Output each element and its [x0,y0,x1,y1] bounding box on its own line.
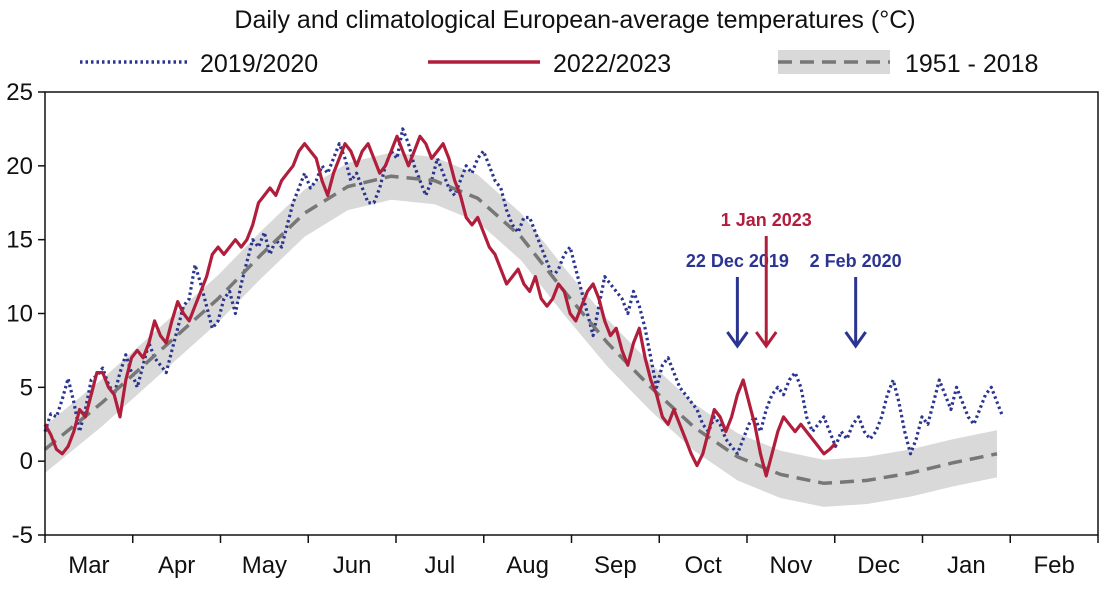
y-tick-label: -5 [12,522,33,549]
month-label-dec: Dec [857,552,900,579]
month-label-jul: Jul [425,552,456,579]
month-label-apr: Apr [158,552,195,579]
series-line-2019-2020 [43,127,1005,456]
y-tick-label: 25 [6,79,33,106]
annotation-arrow-head [844,331,867,349]
month-label-oct: Oct [684,552,722,579]
month-label-aug: Aug [506,552,549,579]
annotation-arrow-head [755,331,778,349]
annotation-arrow-head [726,331,749,349]
legend-label-2019-2020: 2019/2020 [200,50,318,78]
series-line-2022-2023 [43,134,837,478]
legend: 2019/2020 2022/2023 1951 - 2018 [80,50,1038,78]
annotation-label: 22 Dec 2019 [686,251,789,271]
month-label-feb: Feb [1033,552,1074,579]
y-tick-label: 0 [20,448,33,475]
chart-title: Daily and climatological European-averag… [234,6,915,34]
month-label-jan: Jan [947,552,986,579]
annotation-label: 1 Jan 2023 [721,210,812,230]
y-tick-label: 10 [6,301,33,328]
axes: -5 0 5 10 15 20 25 Mar Apr May Jun Jul Aug Sep Oct Nov D… [6,79,1099,579]
series-line-1951-2018 [43,174,998,486]
climatology-band [45,152,997,507]
legend-label-1951-2018: 1951 - 2018 [905,50,1038,78]
annotation-label: 2 Feb 2020 [810,251,902,271]
month-label-mar: Mar [68,552,109,579]
month-label-sep: Sep [594,552,637,579]
y-tick-label: 15 [6,227,33,254]
y-tick-label: 5 [20,374,33,401]
month-label-nov: Nov [770,552,813,579]
annotations: 22 Dec 2019 1 Jan 2023 2 Feb 2020 [686,210,902,349]
y-tick-label: 20 [6,153,33,180]
legend-label-2022-2023: 2022/2023 [553,50,671,78]
month-label-jun: Jun [333,552,372,579]
plot-area [43,127,1005,507]
month-label-may: May [242,552,287,579]
